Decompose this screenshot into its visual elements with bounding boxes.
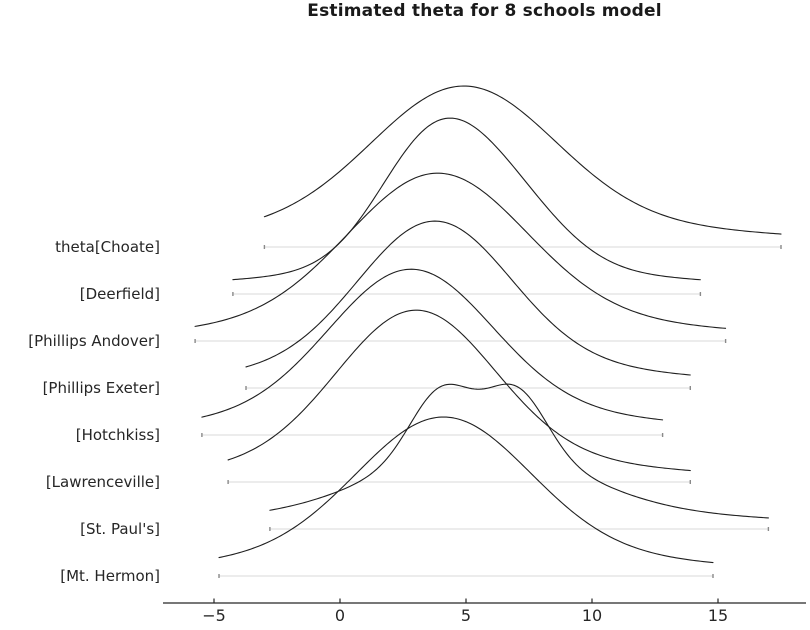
density-curve-mt-hermon <box>218 416 714 564</box>
density-curve-hotchkiss <box>201 268 664 421</box>
support-endpoint-tick-left-hotchkiss <box>201 433 203 437</box>
support-endpoint-tick-right-lawrenceville <box>689 480 691 484</box>
x-tick-label-15: 15 <box>708 606 728 625</box>
support-endpoint-tick-right-theta-choate <box>780 245 782 249</box>
support-endpoint-tick-left-phillips-andover <box>194 339 196 343</box>
density-curve-lawrenceville <box>227 309 691 472</box>
chart-title: Estimated theta for 8 schools model <box>307 1 662 21</box>
support-endpoint-tick-left-theta-choate <box>263 245 266 249</box>
row-label-phillips-andover: [Phillips Andover] <box>28 332 160 350</box>
support-endpoint-tick-right-phillips-andover <box>724 339 727 343</box>
density-curve-phillips-andover <box>194 172 727 329</box>
row-label-lawrenceville: [Lawrenceville] <box>45 473 160 491</box>
density-curve-theta-choate <box>263 85 782 235</box>
support-endpoint-tick-left-phillips-exeter <box>245 386 247 390</box>
x-tick-label-5: 5 <box>461 606 471 625</box>
support-endpoint-tick-right-deerfield <box>699 292 702 296</box>
support-endpoint-tick-left-lawrenceville <box>227 480 229 484</box>
density-curve-phillips-exeter <box>245 220 691 376</box>
row-label-phillips-exeter: [Phillips Exeter] <box>42 379 160 397</box>
x-tick-label--5: −5 <box>202 606 226 625</box>
support-endpoint-tick-right-hotchkiss <box>661 433 664 437</box>
row-label-mt-hermon: [Mt. Hermon] <box>60 567 160 585</box>
x-tick-label-10: 10 <box>582 606 602 625</box>
row-label-theta-choate: theta[Choate] <box>55 238 160 256</box>
support-endpoint-tick-left-deerfield <box>232 292 234 296</box>
support-endpoint-tick-left-mt-hermon <box>218 574 220 578</box>
x-tick-label-0: 0 <box>335 606 345 625</box>
row-label-st-paul-s: [St. Paul's] <box>80 520 160 538</box>
row-label-hotchkiss: [Hotchkiss] <box>75 426 160 444</box>
density-curve-st-paul-s <box>269 383 769 519</box>
support-endpoint-tick-left-st-paul-s <box>269 527 271 531</box>
support-endpoint-tick-right-mt-hermon <box>712 574 714 578</box>
support-endpoint-tick-right-st-paul-s <box>767 527 770 531</box>
density-curve-deerfield <box>232 117 701 281</box>
support-endpoint-tick-right-phillips-exeter <box>689 386 691 390</box>
row-label-deerfield: [Deerfield] <box>79 285 160 303</box>
